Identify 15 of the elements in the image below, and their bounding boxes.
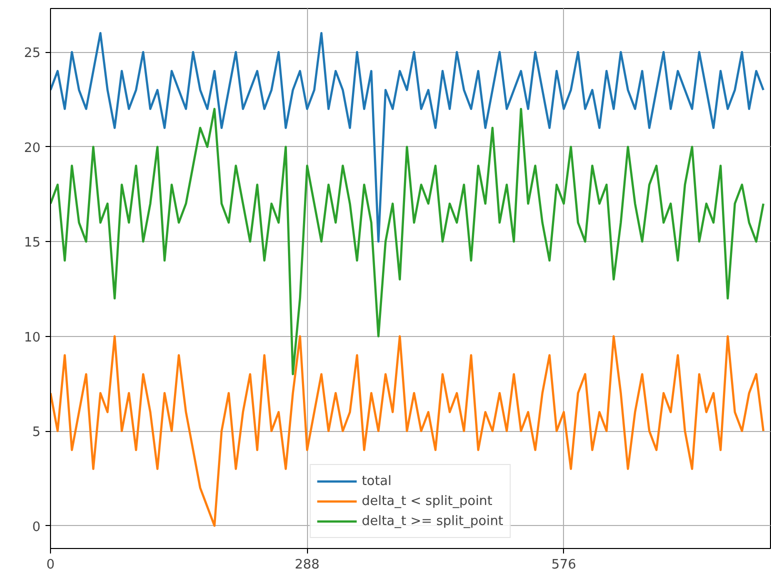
x-tick-label: 576 xyxy=(551,558,576,572)
y-tick-label: 10 xyxy=(24,330,41,346)
x-tick-label: 0 xyxy=(46,558,55,572)
y-tick-label: 25 xyxy=(24,46,41,62)
line-series xyxy=(50,335,764,527)
legend-label: delta_t < split_point xyxy=(362,494,492,508)
y-tick-label: 20 xyxy=(24,140,41,156)
line-series xyxy=(50,32,764,243)
y-tick-label: 5 xyxy=(32,425,41,440)
legend-label: total xyxy=(362,474,392,488)
y-tick-label: 0 xyxy=(32,520,41,535)
y-tick-label: 15 xyxy=(24,236,41,251)
line-series xyxy=(50,108,764,376)
x-tick-label: 288 xyxy=(294,558,320,572)
legend-label: delta_t >= split_point xyxy=(362,514,504,528)
